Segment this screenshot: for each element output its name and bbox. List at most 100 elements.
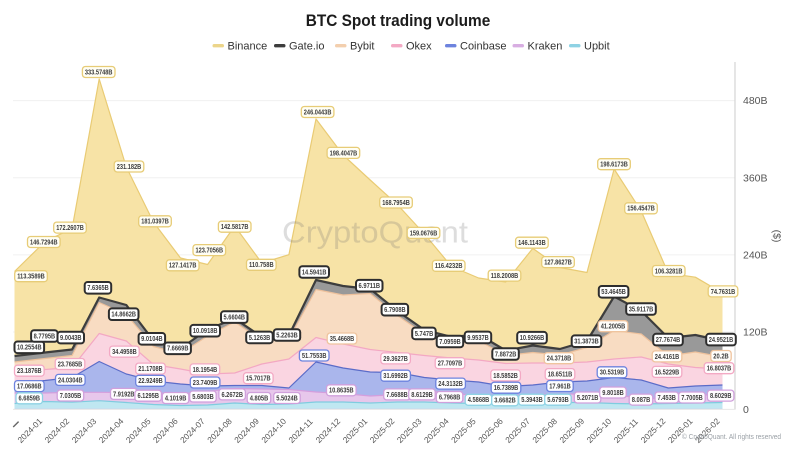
svg-text:7.7005B: 7.7005B xyxy=(681,393,703,402)
svg-text:156.4547B: 156.4547B xyxy=(627,204,655,213)
svg-text:146.1143B: 146.1143B xyxy=(518,238,546,247)
svg-text:21.1708B: 21.1708B xyxy=(138,364,163,373)
svg-text:110.758B: 110.758B xyxy=(249,260,274,269)
svg-text:74.7631B: 74.7631B xyxy=(711,287,736,296)
svg-text:8.7795B: 8.7795B xyxy=(34,331,56,340)
svg-text:181.0397B: 181.0397B xyxy=(141,217,169,226)
svg-text:24.0304B: 24.0304B xyxy=(58,375,83,384)
svg-text:7.6688B: 7.6688B xyxy=(386,390,408,399)
svg-text:31.6992B: 31.6992B xyxy=(383,371,408,380)
svg-text:17.0686B: 17.0686B xyxy=(17,382,42,391)
svg-text:Bybit: Bybit xyxy=(350,40,374,52)
svg-text:10.2554B: 10.2554B xyxy=(17,343,42,352)
svg-text:31.3873B: 31.3873B xyxy=(574,337,599,346)
svg-text:7.453B: 7.453B xyxy=(657,393,676,402)
svg-text:20.2B: 20.2B xyxy=(713,351,728,360)
svg-text:30.5319B: 30.5319B xyxy=(600,368,625,377)
svg-text:24.3132B: 24.3132B xyxy=(438,379,463,388)
svg-text:5.2071B: 5.2071B xyxy=(577,393,599,402)
svg-text:172.2607B: 172.2607B xyxy=(56,223,84,232)
svg-text:Coinbase: Coinbase xyxy=(460,40,506,52)
svg-text:14.8662B: 14.8662B xyxy=(111,310,136,319)
svg-text:7.0305B: 7.0305B xyxy=(60,391,82,400)
svg-text:16.5229B: 16.5229B xyxy=(655,367,680,376)
svg-text:23.7409B: 23.7409B xyxy=(193,378,218,387)
svg-text:9.0104B: 9.0104B xyxy=(141,334,163,343)
svg-text:198.6173B: 198.6173B xyxy=(600,160,628,169)
svg-text:6.6859B: 6.6859B xyxy=(19,394,41,403)
svg-text:5.3943B: 5.3943B xyxy=(521,395,543,404)
svg-text:27.7097B: 27.7097B xyxy=(438,359,463,368)
svg-text:127.1417B: 127.1417B xyxy=(169,261,197,270)
svg-text:4.805B: 4.805B xyxy=(250,393,269,402)
svg-text:23.1876B: 23.1876B xyxy=(17,366,42,375)
svg-text:7.0959B: 7.0959B xyxy=(439,337,461,346)
svg-text:18.5852B: 18.5852B xyxy=(493,371,518,380)
svg-text:113.3589B: 113.3589B xyxy=(17,272,45,281)
svg-text:Kraken: Kraken xyxy=(528,40,563,52)
svg-text:6.9711B: 6.9711B xyxy=(359,281,381,290)
svg-text:Binance: Binance xyxy=(228,40,268,52)
svg-text:22.9249B: 22.9249B xyxy=(138,376,163,385)
svg-text:246.0443B: 246.0443B xyxy=(304,107,332,116)
svg-text:118.2008B: 118.2008B xyxy=(491,271,519,280)
svg-text:10.9266B: 10.9266B xyxy=(520,333,545,342)
svg-text:6.2672B: 6.2672B xyxy=(221,390,243,399)
svg-text:127.8627B: 127.8627B xyxy=(544,258,572,267)
svg-text:8.6029B: 8.6029B xyxy=(710,391,732,400)
svg-text:10.8635B: 10.8635B xyxy=(329,386,354,395)
svg-text:34.4958B: 34.4958B xyxy=(112,347,137,356)
svg-text:5.6803B: 5.6803B xyxy=(192,392,214,401)
svg-text:Okex: Okex xyxy=(406,40,432,52)
svg-text:9.0043B: 9.0043B xyxy=(60,333,82,342)
svg-text:5.2263B: 5.2263B xyxy=(276,330,298,339)
svg-text:7.6669B: 7.6669B xyxy=(167,344,189,353)
svg-text:16.8037B: 16.8037B xyxy=(707,364,732,373)
svg-text:17.961B: 17.961B xyxy=(549,381,571,390)
svg-text:15.7017B: 15.7017B xyxy=(246,374,271,383)
svg-text:16.7389B: 16.7389B xyxy=(494,383,519,392)
svg-text:6.7908B: 6.7908B xyxy=(384,305,406,314)
svg-text:116.4232B: 116.4232B xyxy=(435,261,463,270)
svg-text:18.6511B: 18.6511B xyxy=(548,370,573,379)
svg-text:Upbit: Upbit xyxy=(584,40,610,52)
svg-text:18.1954B: 18.1954B xyxy=(193,365,218,374)
svg-text:© CryptoQuant. All rights rese: © CryptoQuant. All rights reserved xyxy=(682,432,781,441)
svg-text:24.4161B: 24.4161B xyxy=(655,352,680,361)
svg-text:3.6682B: 3.6682B xyxy=(494,396,516,405)
svg-text:159.0676B: 159.0676B xyxy=(410,228,438,237)
svg-text:123.7056B: 123.7056B xyxy=(196,246,224,255)
svg-text:360B: 360B xyxy=(743,172,768,184)
svg-text:8.087B: 8.087B xyxy=(632,395,651,404)
svg-text:240B: 240B xyxy=(743,250,768,262)
svg-text:29.3627B: 29.3627B xyxy=(383,354,408,363)
svg-text:7.8872B: 7.8872B xyxy=(495,349,517,358)
svg-text:35.4668B: 35.4668B xyxy=(330,334,355,343)
svg-text:9.9537B: 9.9537B xyxy=(467,333,489,342)
svg-text:6.7968B: 6.7968B xyxy=(439,392,461,401)
svg-text:120B: 120B xyxy=(743,327,768,339)
svg-text:23.7685B: 23.7685B xyxy=(58,359,83,368)
svg-text:9.8018B: 9.8018B xyxy=(602,388,624,397)
svg-text:5.6604B: 5.6604B xyxy=(224,313,246,322)
svg-text:198.4047B: 198.4047B xyxy=(330,148,358,157)
svg-text:53.4645B: 53.4645B xyxy=(601,287,626,296)
svg-text:8.6129B: 8.6129B xyxy=(411,390,433,399)
svg-text:51.7553B: 51.7553B xyxy=(302,351,327,360)
svg-text:4.5868B: 4.5868B xyxy=(468,395,490,404)
svg-text:35.9117B: 35.9117B xyxy=(629,304,654,313)
svg-text:333.5748B: 333.5748B xyxy=(85,67,113,76)
svg-text:41.2005B: 41.2005B xyxy=(601,322,626,331)
svg-text:27.7674B: 27.7674B xyxy=(656,335,681,344)
svg-text:146.7294B: 146.7294B xyxy=(30,237,58,246)
svg-text:106.3281B: 106.3281B xyxy=(655,266,683,275)
svg-text:5.5024B: 5.5024B xyxy=(276,393,298,402)
svg-text:142.5817B: 142.5817B xyxy=(221,222,249,231)
svg-text:24.9521B: 24.9521B xyxy=(709,335,734,344)
svg-text:0: 0 xyxy=(743,404,749,416)
svg-text:6.1295B: 6.1295B xyxy=(137,391,159,400)
svg-text:168.7954B: 168.7954B xyxy=(382,198,410,207)
svg-text:($): ($) xyxy=(771,230,783,243)
svg-text:5.6793B: 5.6793B xyxy=(547,395,569,404)
svg-text:10.0918B: 10.0918B xyxy=(193,326,218,335)
